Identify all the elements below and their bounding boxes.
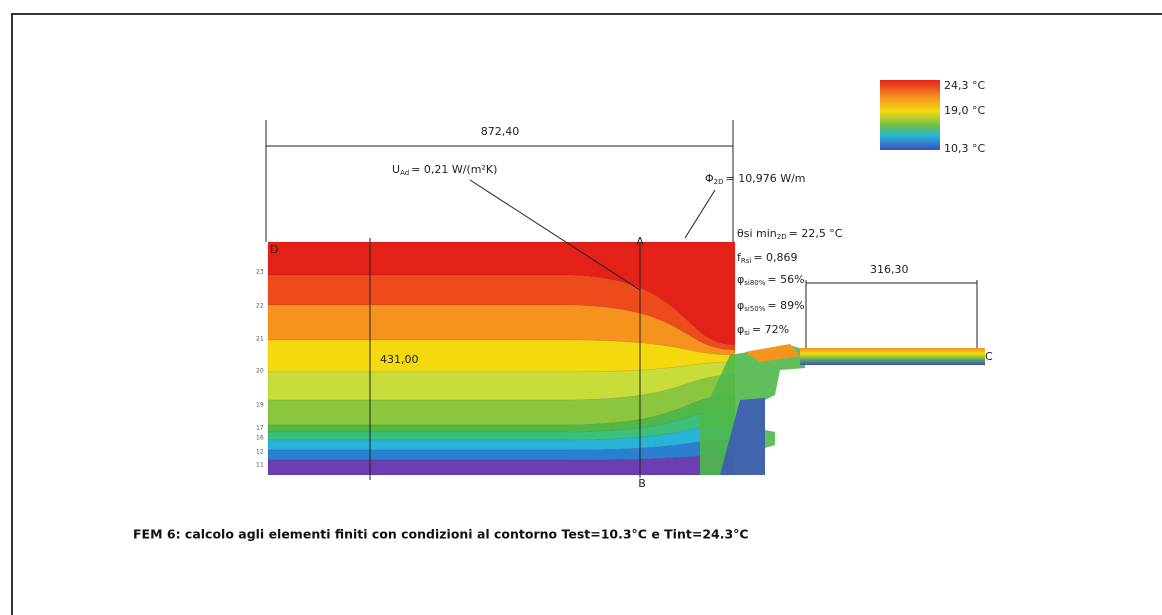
annotation-sub: si80% [744, 279, 765, 287]
point-label: C [985, 350, 993, 363]
isotherm-label: 21 [256, 336, 264, 343]
annotation: φsi= 72% [737, 323, 789, 337]
annotation: Φ2D= 10,976 W/m [705, 172, 806, 186]
annotation-sub: Rsi [741, 257, 752, 265]
annotation-text: = 0,21 W/(m²K) [411, 163, 497, 176]
annotation-text: = 56% [767, 273, 804, 286]
annotation-sub: si50% [744, 305, 765, 313]
isotherm-label: 23 [256, 269, 264, 276]
thermal-field [268, 242, 735, 475]
glazing-strip [800, 348, 985, 365]
annotation: φsi50%= 89% [737, 299, 805, 313]
annotation-text: = 22,5 °C [789, 227, 843, 240]
dimension-label: 431,00 [380, 353, 419, 366]
screenshot: 872,40 431,00 316,30 A B C D UAd= 0,21 W… [0, 0, 1162, 615]
annotation-symbol: φ [737, 273, 744, 286]
legend-label: 10,3 °C [944, 142, 985, 155]
isotherm-label: 12 [256, 449, 264, 456]
annotation-symbol: Φ [705, 172, 714, 185]
fem-figure: 872,40 431,00 316,30 A B C D UAd= 0,21 W… [0, 0, 1162, 615]
annotation: UAd= 0,21 W/(m²K) [392, 163, 497, 177]
isotherm-label: 17 [256, 425, 264, 432]
annotation-text: = 10,976 W/m [726, 172, 806, 185]
annotation-text: = 89% [767, 299, 804, 312]
annotation-symbol: φ [737, 323, 744, 336]
point-label: D [270, 243, 278, 256]
annotation-sub: si [744, 329, 750, 337]
annotation-text: = 0,869 [753, 251, 797, 264]
isotherm-label: 11 [256, 462, 264, 469]
point-label: A [636, 235, 644, 248]
annotation-symbol: φ [737, 299, 744, 312]
caption: FEM 6: calcolo agli elementi finiti con … [133, 527, 749, 542]
annotation: fRsi= 0,869 [737, 251, 798, 265]
point-label: B [638, 477, 646, 490]
legend-label: 24,3 °C [944, 79, 985, 92]
isotherm-label: 20 [256, 368, 264, 375]
annotation-sub: Ad [400, 169, 409, 177]
legend-colorbar [880, 80, 940, 150]
annotation: φsi80%= 56% [737, 273, 805, 287]
dimension-label: 872,40 [481, 125, 520, 138]
annotation: θsi min2D= 22,5 °C [737, 227, 843, 241]
annotation-symbol: U [392, 163, 400, 176]
annotation-sub: 2D [777, 233, 787, 241]
isotherm-label: 19 [256, 402, 264, 409]
annotation-symbol: θsi min [737, 227, 777, 240]
dimension-label: 316,30 [870, 263, 909, 276]
legend-label: 19,0 °C [944, 104, 985, 117]
isotherm-label: 22 [256, 303, 264, 310]
annotation-text: = 72% [752, 323, 789, 336]
isotherm-label: 16 [256, 435, 264, 442]
annotation-sub: 2D [714, 178, 724, 186]
